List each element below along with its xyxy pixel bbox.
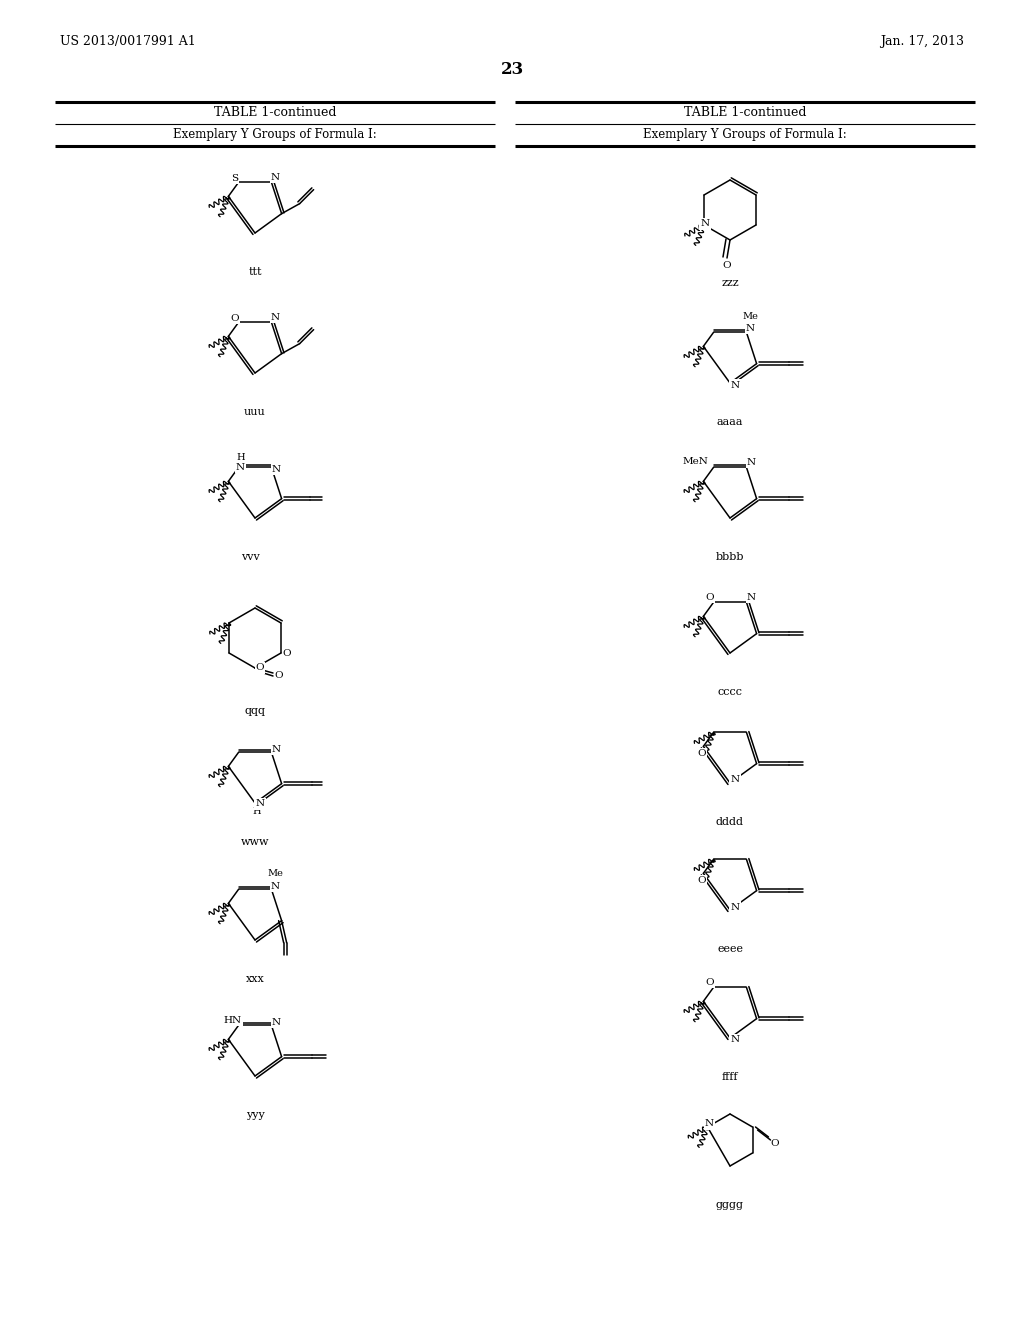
Text: zzz: zzz <box>721 279 738 288</box>
Text: vvv: vvv <box>241 552 259 562</box>
Text: US 2013/0017991 A1: US 2013/0017991 A1 <box>60 36 196 48</box>
Text: N: N <box>730 1035 739 1044</box>
Text: aaaa: aaaa <box>717 417 743 426</box>
Text: cccc: cccc <box>718 686 742 697</box>
Text: ffff: ffff <box>722 1072 738 1082</box>
Text: ttt: ttt <box>248 267 262 277</box>
Text: eeee: eeee <box>717 944 743 954</box>
Text: O: O <box>697 748 706 758</box>
Text: N: N <box>272 1018 281 1027</box>
Text: dddd: dddd <box>716 817 744 828</box>
Text: N: N <box>272 744 281 754</box>
Text: qqq: qqq <box>245 706 265 715</box>
Text: O: O <box>706 978 714 987</box>
Text: Me: Me <box>267 869 284 878</box>
Text: yyy: yyy <box>246 1110 264 1119</box>
Text: N: N <box>255 800 264 808</box>
Text: Jan. 17, 2013: Jan. 17, 2013 <box>880 36 964 48</box>
Text: xxx: xxx <box>246 974 264 983</box>
Text: N: N <box>700 219 710 228</box>
Text: O: O <box>723 261 731 271</box>
Text: O: O <box>256 664 264 672</box>
Text: Exemplary Y Groups of Formula I:: Exemplary Y Groups of Formula I: <box>173 128 377 141</box>
Text: N: N <box>705 1119 714 1129</box>
Text: S: S <box>231 174 239 183</box>
Text: N: N <box>745 323 755 333</box>
Text: uuu: uuu <box>244 407 266 417</box>
Text: O: O <box>230 314 239 323</box>
Text: N: N <box>746 593 756 602</box>
Text: N: N <box>271 173 280 182</box>
Text: O: O <box>706 593 714 602</box>
Text: Exemplary Y Groups of Formula I:: Exemplary Y Groups of Formula I: <box>643 128 847 141</box>
Text: MeN: MeN <box>683 457 709 466</box>
Text: O: O <box>274 672 284 681</box>
Text: Me: Me <box>742 312 759 321</box>
Text: O: O <box>770 1138 779 1147</box>
Text: N: N <box>730 380 739 389</box>
Text: TABLE 1-continued: TABLE 1-continued <box>214 106 336 119</box>
Text: H: H <box>237 453 245 462</box>
Text: N: N <box>236 463 245 471</box>
Text: www: www <box>241 837 269 847</box>
Text: N: N <box>271 882 280 891</box>
Text: N: N <box>730 903 739 912</box>
Text: bbbb: bbbb <box>716 552 744 562</box>
Text: TABLE 1-continued: TABLE 1-continued <box>684 106 806 119</box>
Text: N: N <box>746 458 756 467</box>
Text: O: O <box>697 876 706 884</box>
Text: O: O <box>283 648 291 657</box>
Text: N: N <box>271 313 280 322</box>
Text: N: N <box>730 776 739 784</box>
Text: H: H <box>253 807 261 816</box>
Text: 23: 23 <box>501 61 523 78</box>
Text: gggg: gggg <box>716 1200 744 1210</box>
Text: HN: HN <box>223 1016 242 1024</box>
Text: N: N <box>272 465 281 474</box>
